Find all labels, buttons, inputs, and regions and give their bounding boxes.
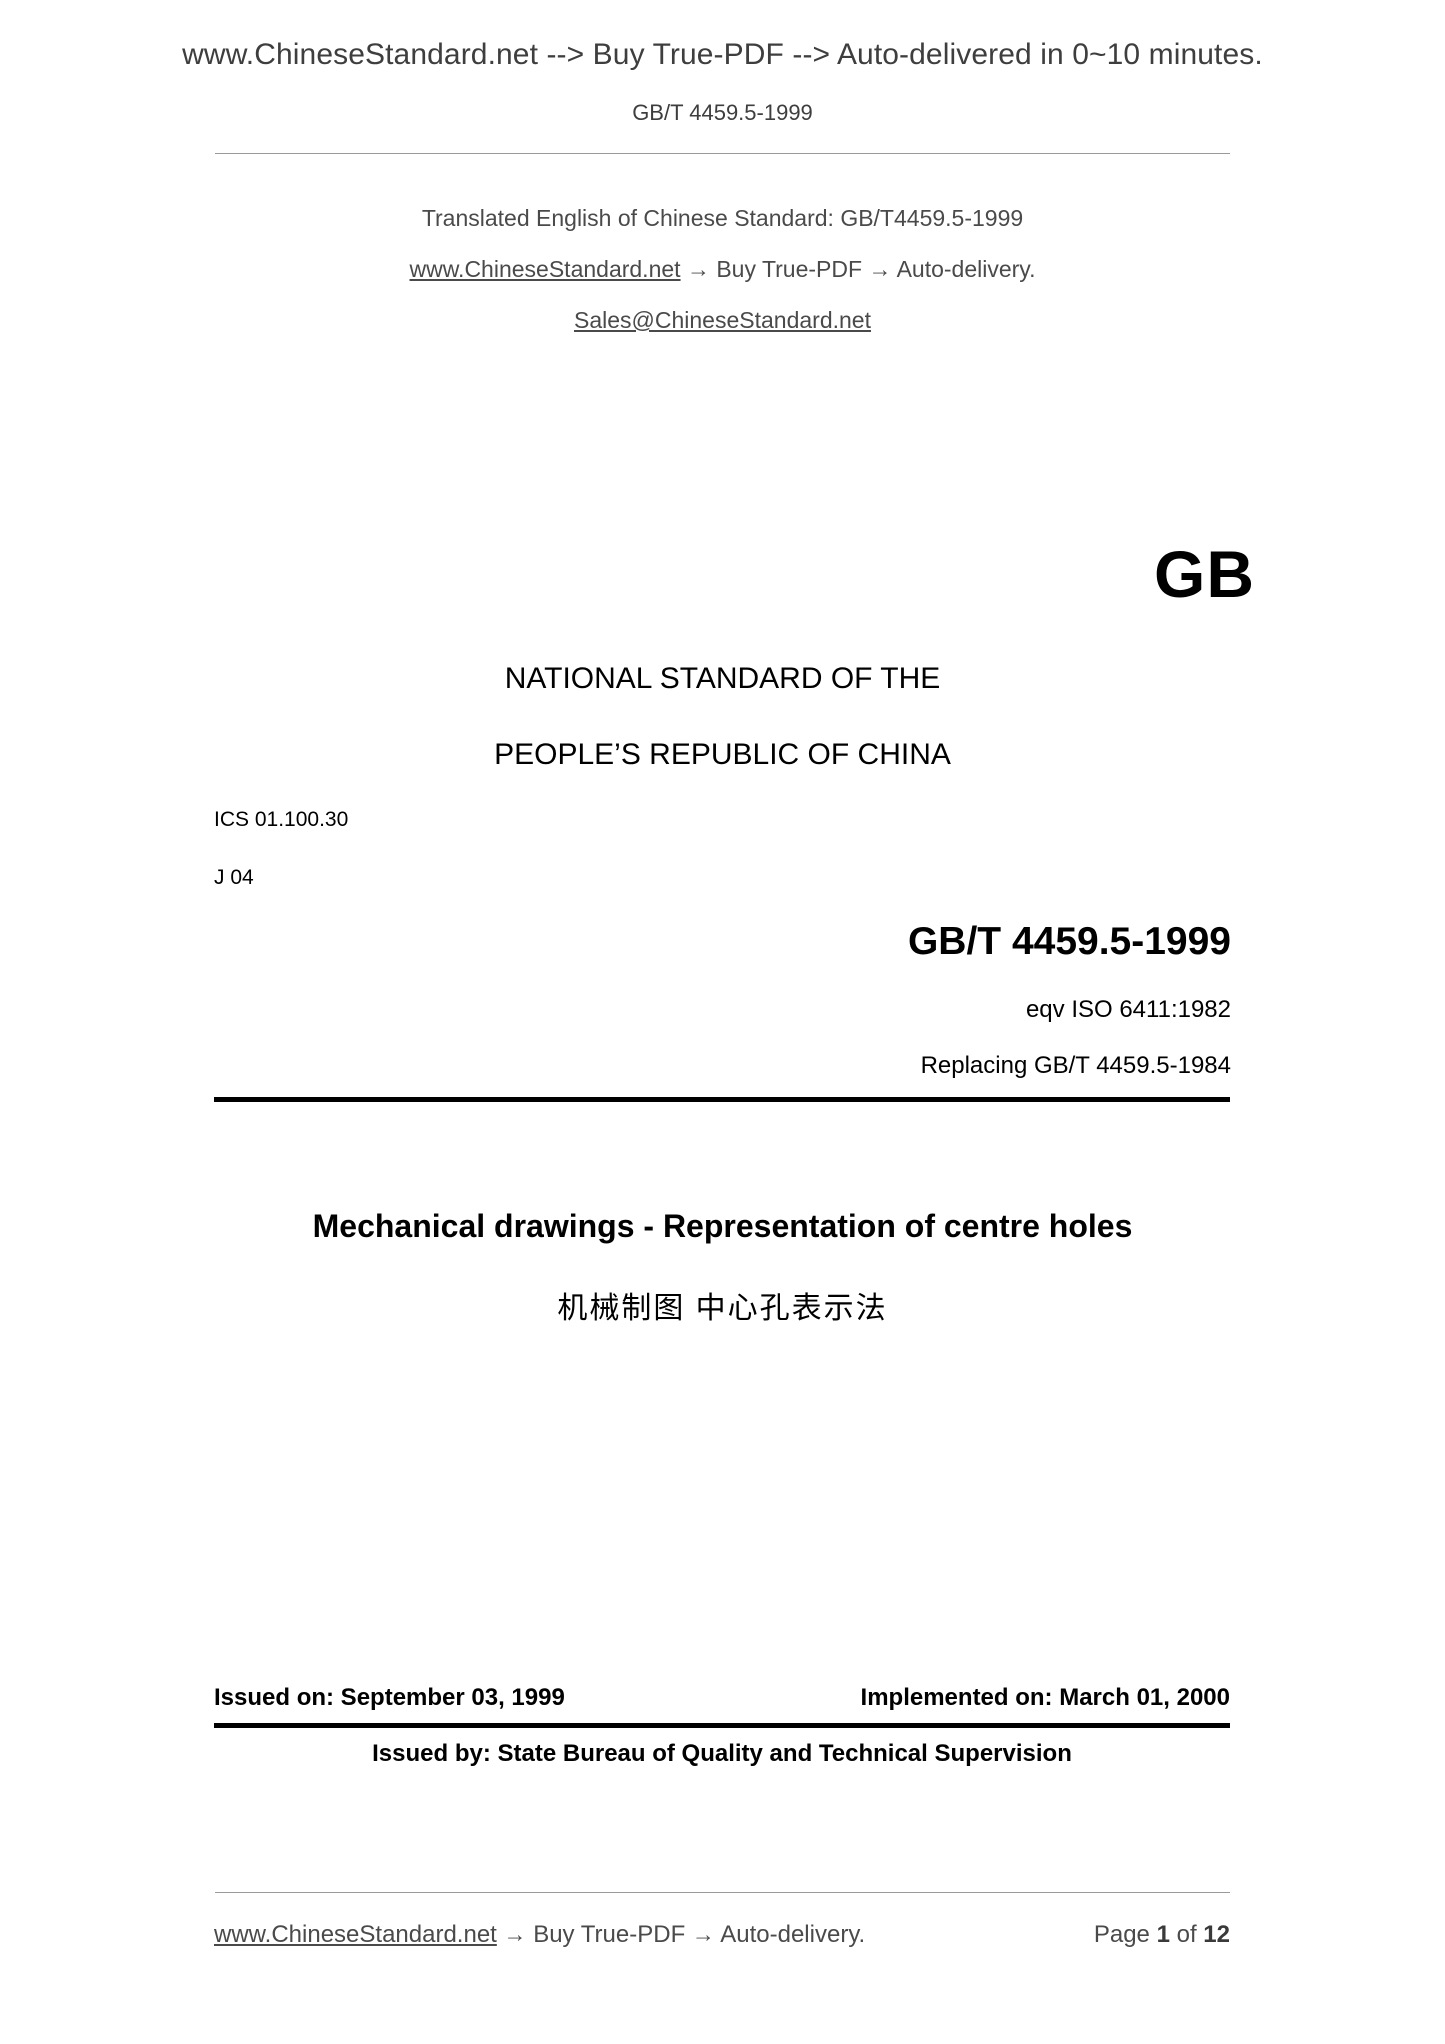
- page-indicator: Page 1 of 12: [1094, 1921, 1230, 1949]
- footer-site-link[interactable]: www.ChineseStandard.net: [214, 1921, 497, 1948]
- sales-email-link[interactable]: Sales@ChineseStandard.net: [574, 307, 871, 333]
- footer-links: www.ChineseStandard.net → Buy True-PDF →…: [214, 1921, 865, 1949]
- classification-code: J 04: [214, 866, 254, 889]
- page-title-chinese: 机械制图 中心孔表示法: [557, 1292, 888, 1325]
- equivalence-note: eqv ISO 6411:1982: [1025, 996, 1231, 1023]
- footer-buy-label: Buy True-PDF: [533, 1921, 686, 1948]
- ics-code: ICS 01.100.30: [214, 808, 349, 831]
- promo-delivery-label: Auto-delivery.: [896, 256, 1036, 282]
- arrow-right-icon: →: [686, 256, 710, 282]
- promo-links-line: www.ChineseStandard.net → Buy True-PDF →…: [0, 256, 1445, 283]
- national-standard-line-2: PEOPLE’S REPUBLIC OF CHINA: [494, 738, 951, 771]
- footer-divider: [215, 1892, 1230, 1893]
- promo-banner: www.ChineseStandard.net --> Buy True-PDF…: [182, 38, 1263, 71]
- standard-number: GB/T 4459.5-1999: [907, 920, 1231, 963]
- cover-rule-bottom: [214, 1723, 1230, 1728]
- replacing-note: Replacing GB/T 4459.5-1984: [920, 1052, 1231, 1079]
- header-divider: [215, 153, 1230, 154]
- arrow-right-icon-4: →: [691, 1921, 715, 1947]
- gb-logo: GB: [1154, 537, 1255, 611]
- implemented-on-date: Implemented on: March 01, 2000: [860, 1684, 1230, 1711]
- translated-standard-line: Translated English of Chinese Standard: …: [421, 205, 1024, 231]
- cover-rule-top: [214, 1097, 1230, 1102]
- page-total: 12: [1203, 1921, 1230, 1948]
- header-standard-number: GB/T 4459.5-1999: [632, 100, 813, 125]
- promo-email-line: Sales@ChineseStandard.net: [0, 307, 1445, 334]
- national-standard-line-1: NATIONAL STANDARD OF THE: [504, 662, 941, 695]
- page-number: 1: [1156, 1921, 1170, 1948]
- page-label: Page: [1093, 1921, 1150, 1948]
- arrow-right-icon-2: →: [868, 256, 892, 282]
- arrow-right-icon-3: →: [503, 1921, 527, 1947]
- page-title: Mechanical drawings - Representation of …: [312, 1208, 1133, 1244]
- promo-site-link[interactable]: www.ChineseStandard.net: [409, 256, 681, 282]
- issued-on-date: Issued on: September 03, 1999: [214, 1684, 565, 1711]
- footer-delivery-label: Auto-delivery.: [720, 1921, 866, 1948]
- page-of-label: of: [1176, 1921, 1197, 1948]
- issuing-authority: Issued by: State Bureau of Quality and T…: [372, 1740, 1072, 1767]
- promo-buy-label: Buy True-PDF: [716, 256, 863, 282]
